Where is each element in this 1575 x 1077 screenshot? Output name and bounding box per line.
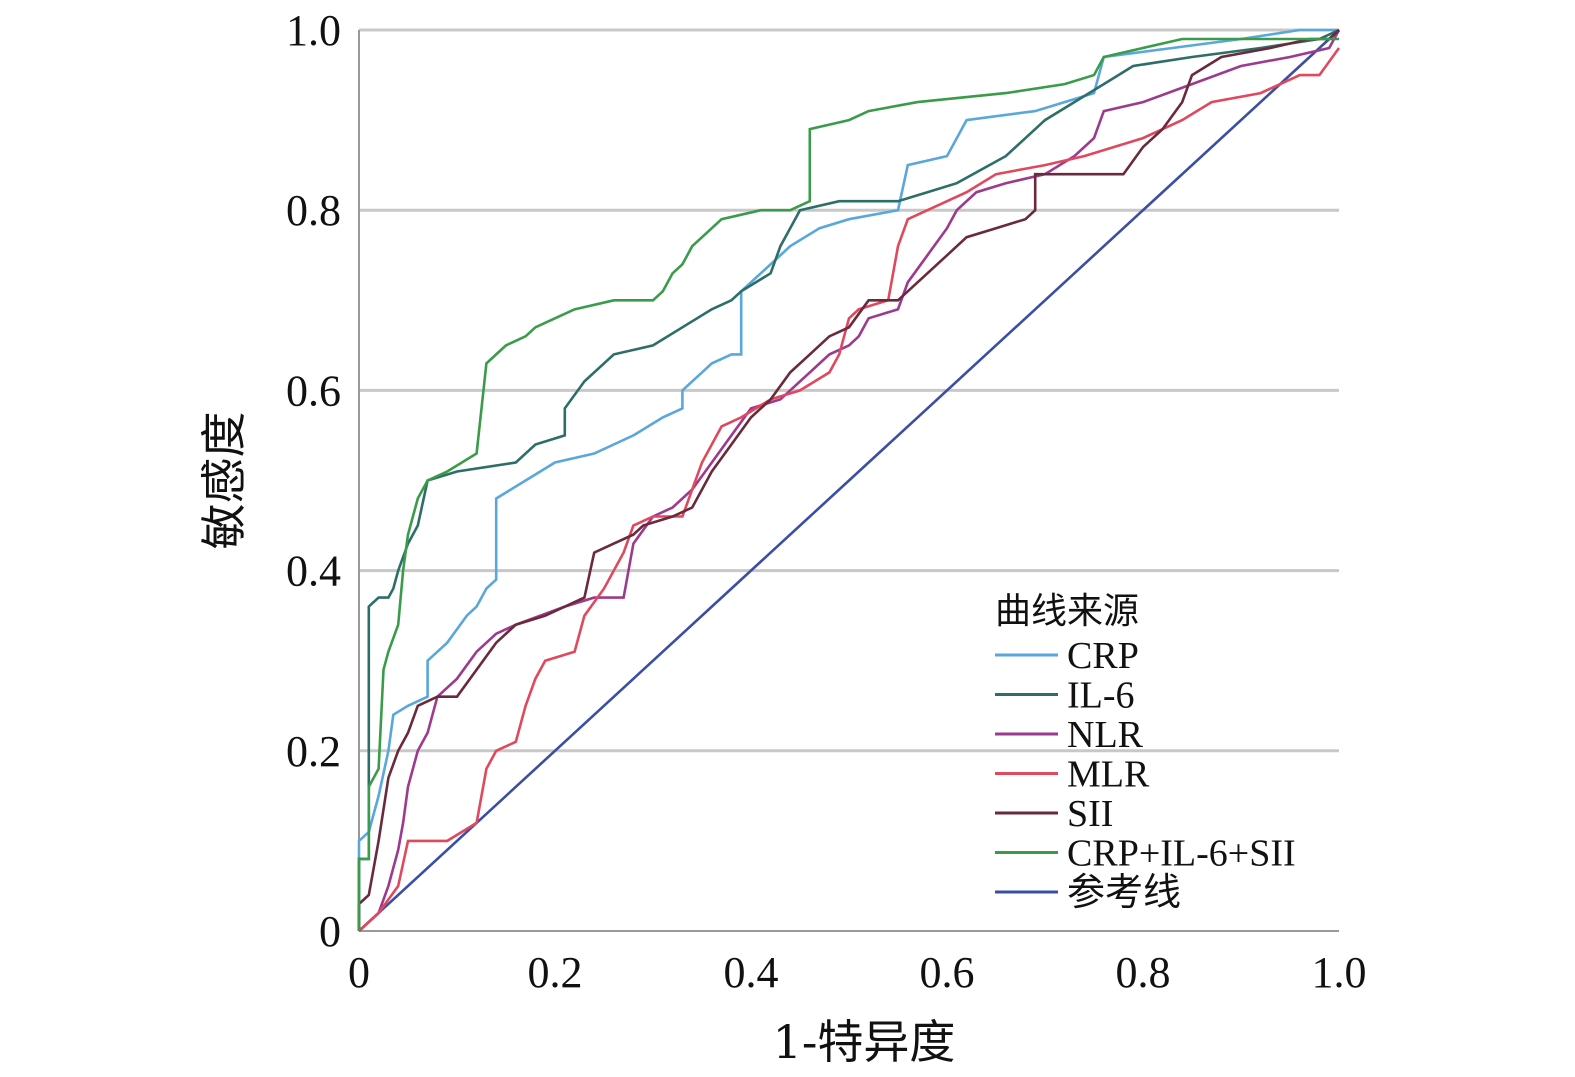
x-tick-label: 0.4 — [724, 948, 779, 997]
axes — [358, 30, 1339, 932]
series-lines — [357, 28, 1341, 932]
legend-label: IL-6 — [1067, 675, 1135, 717]
gridlines — [359, 28, 1339, 753]
y-tick-label: 1.0 — [286, 6, 341, 55]
x-tick-label: 1.0 — [1312, 948, 1367, 997]
y-tick-label: 0.6 — [286, 366, 341, 415]
series-line-6 — [358, 29, 1340, 932]
x-tick-label: 0.2 — [528, 948, 583, 997]
series-line-3 — [358, 47, 1341, 932]
x-tick-label: 0.8 — [1116, 948, 1171, 997]
x-tick-label: 0 — [348, 948, 370, 997]
y-tick-label: 0.2 — [286, 727, 341, 776]
x-axis-title: 1-特异度 — [773, 1015, 956, 1069]
series-line-2 — [358, 29, 1341, 932]
x-tick-label: 0.6 — [920, 948, 975, 997]
legend-title: 曲线来源 — [995, 591, 1139, 632]
legend-label: CRP — [1067, 635, 1139, 677]
y-tick-label: 0.8 — [286, 186, 341, 235]
y-tick-label: 0 — [319, 907, 341, 956]
series-line-1 — [357, 28, 1340, 931]
legend-label: 参考线 — [1067, 872, 1181, 914]
legend-label: CRP+IL-6+SII — [1067, 833, 1296, 875]
series-line-4 — [357, 29, 1340, 931]
tick-labels: 0 0.2 0.4 0.6 0.8 1.0 0 0.2 0.4 0.6 0.8 1.0 — [286, 6, 1367, 997]
y-tick-label: 0.4 — [286, 547, 341, 596]
legend-label: SII — [1067, 793, 1113, 835]
y-axis-title: 敏感度 — [197, 412, 251, 550]
series-line-0 — [357, 28, 1339, 931]
series-line-5 — [357, 37, 1339, 931]
legend-label: MLR — [1067, 754, 1150, 796]
axis-titles: 1-特异度 敏感度 — [197, 412, 955, 1070]
legend-label: NLR — [1067, 714, 1144, 756]
